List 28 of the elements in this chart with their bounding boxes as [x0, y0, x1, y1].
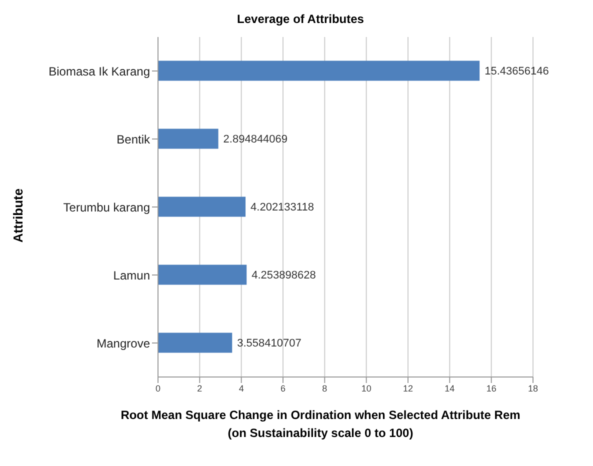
x-tick-label: 18: [528, 383, 538, 394]
y-tick-label: Mangrove: [96, 336, 150, 350]
bar: [158, 196, 246, 217]
chart-title: Leverage of Attributes: [236, 12, 365, 26]
data-label: 4.202133118: [250, 202, 314, 214]
x-tick-label: 16: [486, 383, 496, 394]
data-label: 2.894844069: [223, 134, 288, 146]
data-label: 15.43656146: [484, 66, 549, 78]
y-tick-label: Terumbu karang: [63, 200, 150, 214]
x-tick-label: 10: [361, 383, 372, 394]
y-axis-title: Attribute: [10, 187, 26, 245]
y-tick-label: Bentik: [116, 132, 151, 146]
y-tick-label: Biomasa Ik Karang: [48, 64, 150, 78]
x-tick-label: 12: [402, 383, 414, 394]
x-tick-label: 2: [197, 383, 202, 394]
data-label: 4.253898628: [252, 270, 316, 282]
x-tick-label: 8: [322, 383, 328, 394]
x-tick-label: 6: [280, 383, 286, 394]
data-label: 3.558410707: [237, 338, 302, 350]
x-tick-label: 4: [238, 383, 244, 394]
bar: [158, 264, 247, 285]
bar: [158, 332, 232, 353]
x-tick-label: 0: [155, 383, 161, 394]
x-axis-title: Root Mean Square Change in Ordination when Selected Attribute Rem (on Sustainability scale 0 to 100): [120, 407, 522, 442]
bar: [158, 60, 480, 81]
x-tick-label: 14: [444, 383, 455, 394]
y-tick-label: Lamun: [113, 268, 150, 282]
bar: [158, 128, 218, 149]
